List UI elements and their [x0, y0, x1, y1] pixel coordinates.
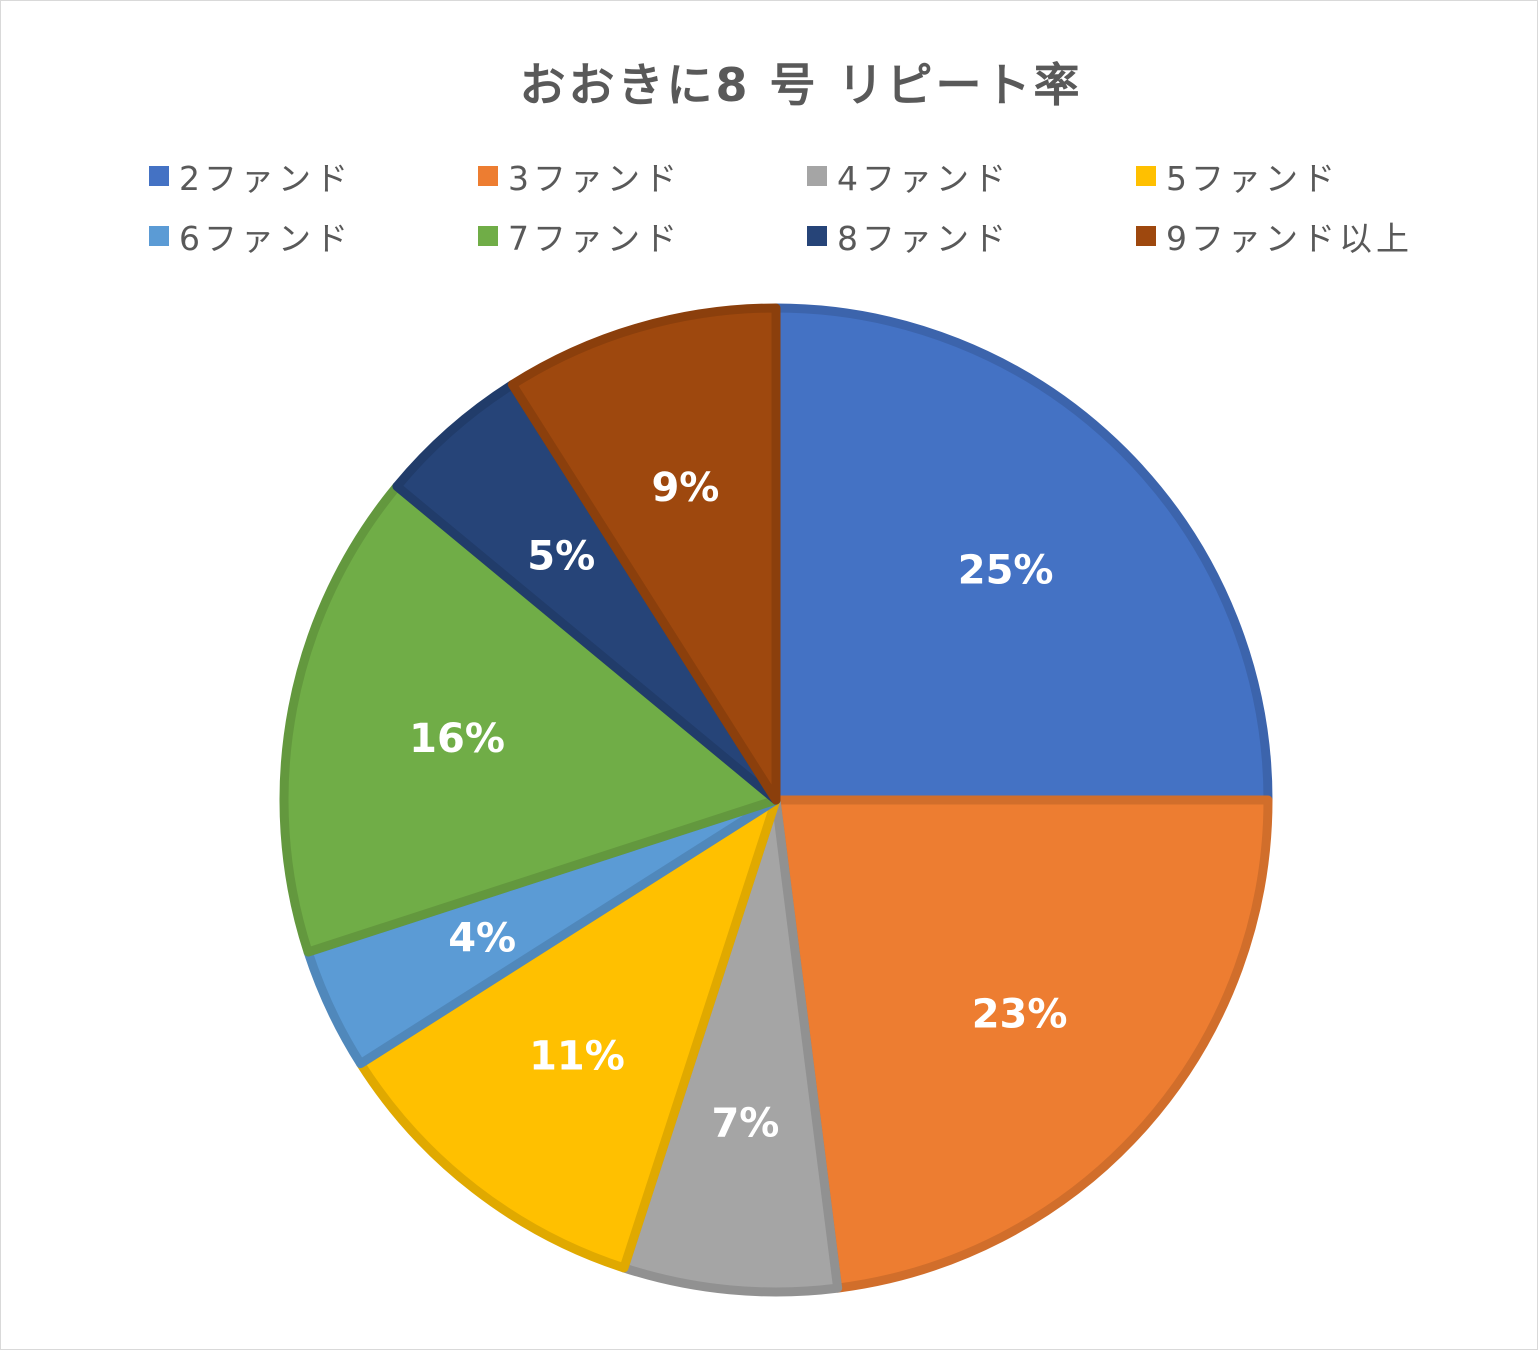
- legend-item-6-funds: 6ファンド: [149, 211, 478, 261]
- legend-item-5-funds: 5ファンド: [1136, 151, 1465, 201]
- data-label-4-funds: 7%: [711, 1100, 779, 1146]
- pie-slice-9-plus-funds: [507, 303, 781, 805]
- legend-label: 7ファンド: [508, 219, 681, 258]
- pie-slice-4-funds: [619, 795, 843, 1297]
- legend-label: 2ファンド: [179, 159, 352, 198]
- data-label-8-funds: 5%: [527, 533, 595, 579]
- data-label-6-funds: 4%: [448, 915, 516, 961]
- legend-label: 3ファンド: [508, 159, 681, 198]
- legend-swatch: [149, 166, 169, 186]
- legend-label: 9ファンド以上: [1166, 219, 1413, 258]
- legend-item-9-plus-funds: 9ファンド以上: [1136, 211, 1465, 261]
- legend-item-4-funds: 4ファンド: [807, 151, 1136, 201]
- legend-swatch: [478, 226, 498, 246]
- chart-legend: 2ファンド 3ファンド 4ファンド 5ファンド 6ファンド 7ファンド 8ファン…: [149, 151, 1469, 271]
- legend-item-7-funds: 7ファンド: [478, 211, 807, 261]
- legend-item-8-funds: 8ファンド: [807, 211, 1136, 261]
- legend-swatch: [807, 226, 827, 246]
- legend-swatch: [478, 166, 498, 186]
- data-label-3-funds: 23%: [972, 992, 1068, 1038]
- legend-item-2-funds: 2ファンド: [149, 151, 478, 201]
- data-label-5-funds: 11%: [529, 1034, 625, 1080]
- data-label-7-funds: 16%: [409, 716, 505, 762]
- legend-label: 5ファンド: [1166, 159, 1339, 198]
- legend-swatch: [807, 166, 827, 186]
- legend-swatch: [149, 226, 169, 246]
- pie-slice-5-funds: [356, 795, 781, 1273]
- pie-slice-2-funds: [771, 303, 1273, 805]
- data-label-2-funds: 25%: [958, 547, 1054, 593]
- legend-label: 6ファンド: [179, 219, 352, 258]
- pie-slice-3-funds: [771, 795, 1273, 1293]
- legend-swatch: [1136, 226, 1156, 246]
- legend-item-3-funds: 3ファンド: [478, 151, 807, 201]
- legend-swatch: [1136, 166, 1156, 186]
- legend-label: 8ファンド: [837, 219, 1010, 258]
- chart-title: おおきに8 号 リピート率: [519, 58, 1083, 112]
- legend-label: 4ファンド: [837, 159, 1010, 198]
- data-label-9-plus-funds: 9%: [651, 465, 719, 511]
- pie-slice-7-funds: [279, 481, 781, 957]
